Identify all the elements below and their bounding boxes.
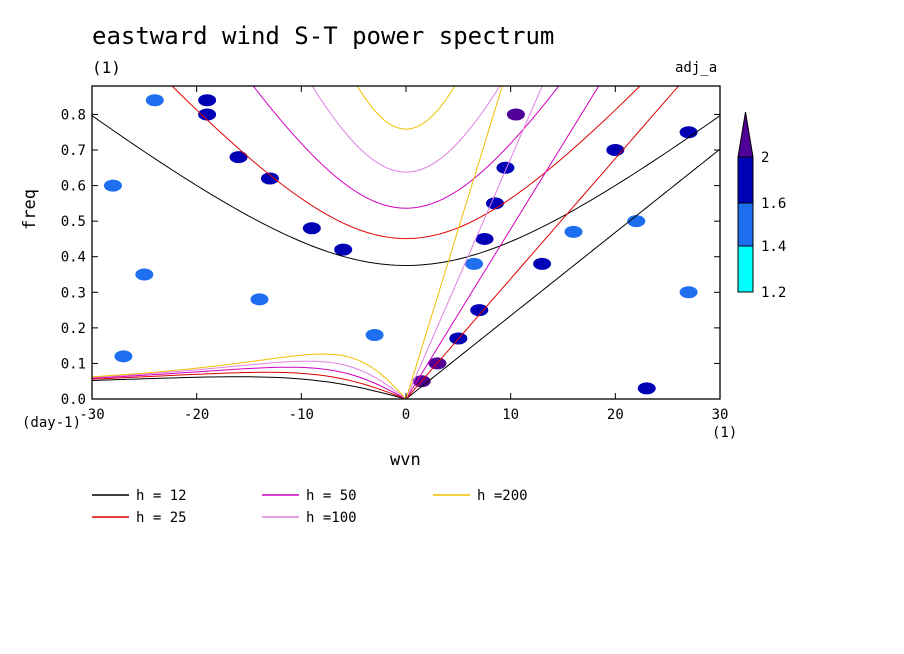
shaded-region	[198, 108, 217, 121]
x-tick-label: 30	[712, 407, 729, 423]
y-tick-label: 0.8	[61, 107, 86, 123]
y-tick-label: 0.3	[61, 285, 86, 301]
shaded-region	[103, 179, 122, 192]
y-tick-label: 0.7	[61, 143, 86, 159]
x-tick-label: 10	[502, 407, 519, 423]
shaded-region	[679, 126, 698, 139]
chart-title: eastward wind S-T power spectrum	[92, 22, 555, 50]
colorbar-label: 1.2	[761, 285, 786, 301]
y-tick-label: 0.4	[61, 250, 86, 266]
colorbar-box	[737, 202, 754, 247]
x-tick-label: 0	[402, 407, 410, 423]
shaded-regions	[103, 94, 698, 395]
y-tick-label: 0.6	[61, 179, 86, 195]
x-ticks: -30 -20 -10 0 10 20 30	[79, 86, 728, 423]
colorbar-box	[737, 245, 754, 293]
shaded-region	[365, 328, 384, 341]
colorbar-box	[737, 156, 754, 204]
kelvin-curve-h50	[405, 86, 600, 399]
x-tick-label: 20	[607, 407, 624, 423]
legend-label: h =200	[477, 488, 528, 504]
y-tick-label: 0.5	[61, 214, 86, 230]
shaded-region	[533, 257, 552, 270]
kelvin-curve-h100	[405, 86, 543, 399]
rossby-curve-h200	[92, 353, 407, 399]
shaded-region	[475, 232, 494, 245]
shaded-region	[606, 144, 625, 157]
shaded-region	[334, 243, 353, 256]
shaded-region	[302, 222, 321, 235]
chart-subtitle: (1)	[92, 58, 121, 77]
colorbar-arrow	[737, 111, 754, 158]
kelvin-curve-h25	[405, 86, 680, 399]
legend-label: h = 50	[306, 488, 357, 504]
colorbar: 1.2 1.4 1.6 2	[737, 111, 786, 301]
shaded-region	[260, 172, 279, 185]
shaded-region	[145, 94, 164, 107]
dispersion-curves	[92, 86, 720, 399]
y-tick-label: 0.2	[61, 321, 86, 337]
x-tick-label: -30	[79, 407, 104, 423]
shaded-region	[135, 268, 154, 281]
rossby-curve-h50	[92, 366, 407, 399]
shaded-region	[470, 304, 489, 317]
x-tick-label: -10	[289, 407, 314, 423]
shaded-region	[496, 161, 515, 174]
ig-curve-h100	[311, 86, 501, 173]
colorbar-label: 1.6	[761, 196, 786, 212]
shaded-region	[564, 225, 583, 238]
y-ticks: 0.0 0.1 0.2 0.3 0.4 0.5 0.6 0.7 0.8	[61, 107, 720, 408]
ig-curve-h25	[171, 86, 641, 240]
x-axis-unit: (1)	[712, 425, 738, 441]
shaded-region	[198, 94, 217, 107]
kelvin-curve-h200	[405, 86, 503, 399]
kelvin-curve-h12	[405, 148, 720, 399]
y-axis-unit: (day-1)	[22, 415, 82, 431]
shaded-region	[114, 350, 133, 363]
shaded-region	[485, 197, 504, 210]
rossby-curve-h12	[92, 376, 407, 399]
x-tick-label: -20	[184, 407, 209, 423]
y-tick-label: 0.1	[61, 356, 86, 372]
rossby-curve-h25	[92, 371, 407, 399]
rossby-curve-h100	[92, 360, 407, 399]
shaded-region	[627, 215, 646, 228]
shaded-region	[506, 108, 525, 121]
ig-curve-h12	[92, 115, 720, 266]
corner-label: adj_a	[675, 60, 718, 76]
colorbar-label: 1.4	[761, 239, 786, 255]
legend-label: h =100	[306, 510, 357, 526]
y-tick-label: 0.0	[61, 392, 86, 408]
shaded-region	[679, 286, 698, 299]
plot-frame	[91, 85, 721, 400]
legend: h = 12 h = 25 h = 50 h =100 h =200	[92, 488, 528, 526]
shaded-region	[637, 382, 656, 395]
legend-label: h = 25	[136, 510, 187, 526]
colorbar-label: 2	[761, 150, 769, 166]
legend-label: h = 12	[136, 488, 187, 504]
ig-curve-h50	[252, 86, 560, 209]
ig-curve-h200	[356, 86, 456, 130]
shaded-region	[229, 151, 248, 164]
shaded-region	[465, 257, 484, 270]
shaded-region	[250, 293, 269, 306]
x-axis-label: wvn	[390, 450, 421, 470]
